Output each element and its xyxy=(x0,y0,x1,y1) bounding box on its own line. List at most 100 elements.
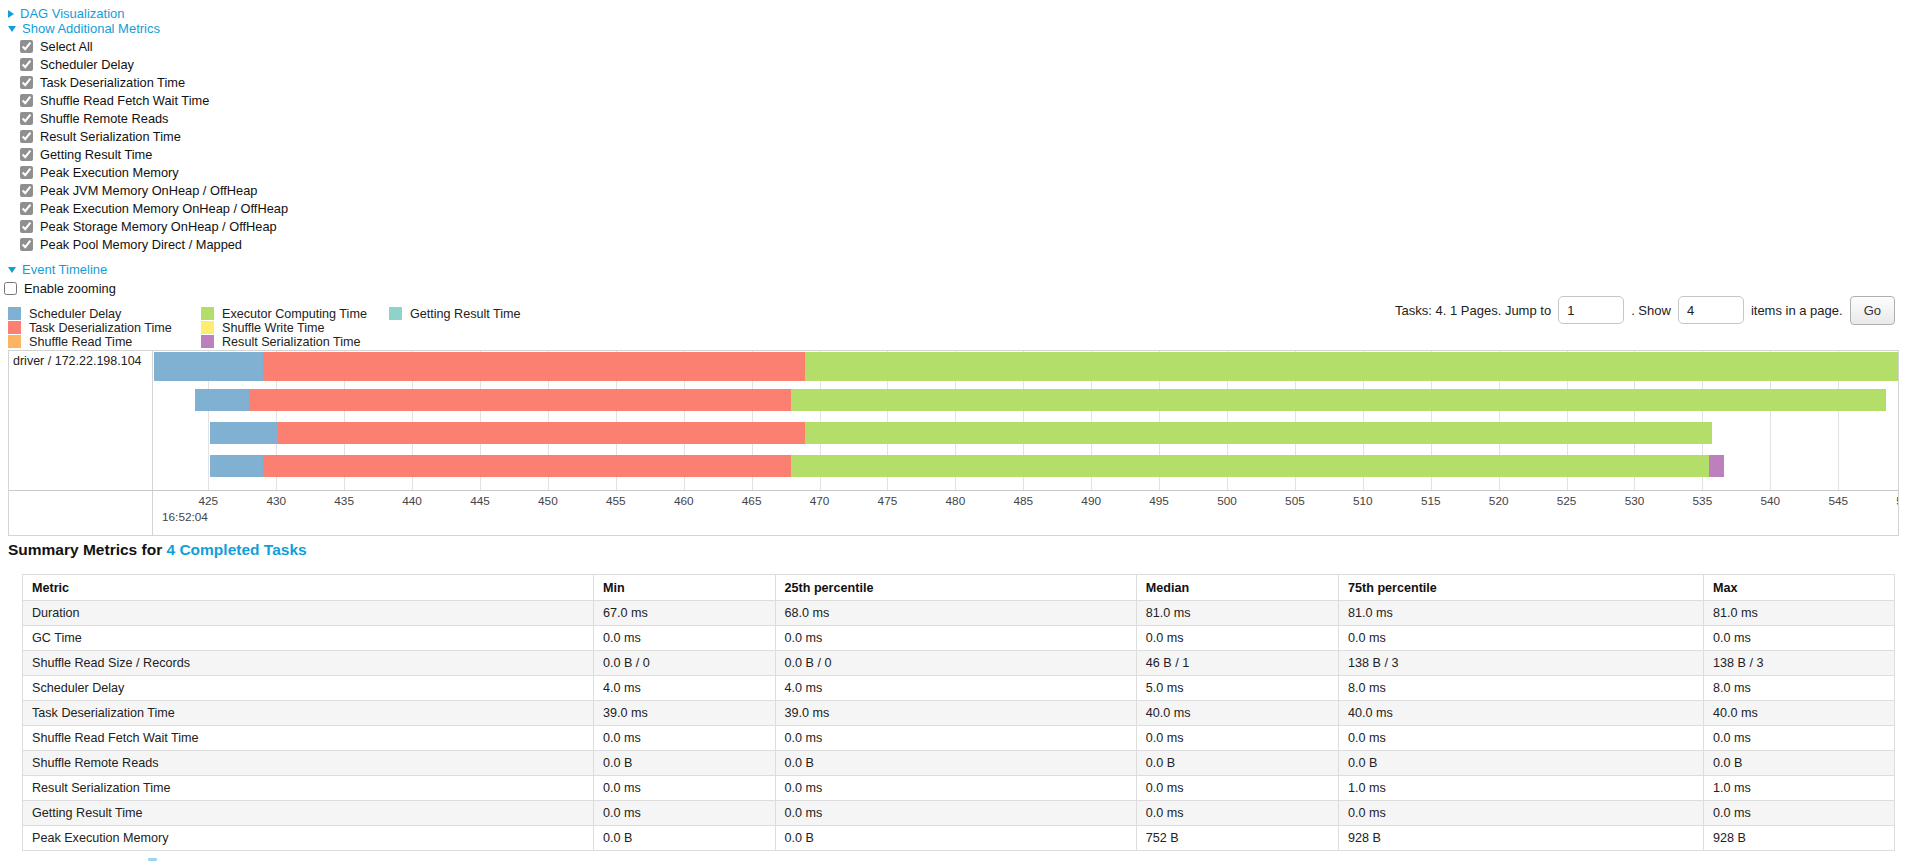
metric-value-cell: 68.0 ms xyxy=(775,601,1136,626)
metric-checkbox-row: Peak Execution Memory xyxy=(20,163,288,181)
checkbox-peak-storage-memory-onheap-offheap[interactable] xyxy=(20,220,33,233)
task-segment-executor-computing[interactable] xyxy=(805,352,1898,381)
metric-value-cell: 0.0 B xyxy=(775,826,1136,851)
task-segment-scheduler-delay[interactable] xyxy=(210,422,278,444)
checkbox-shuffle-read-fetch-wait-time[interactable] xyxy=(20,94,33,107)
timeline-tick-label: 475 xyxy=(878,494,898,508)
metric-value-cell: 4.0 ms xyxy=(775,676,1136,701)
checkbox-result-serialization-time[interactable] xyxy=(20,130,33,143)
timeline-tick-label: 510 xyxy=(1353,494,1373,508)
pagination-mid-text: . Show xyxy=(1631,303,1671,318)
checkbox-peak-execution-memory[interactable] xyxy=(20,166,33,179)
task-segment-executor-computing[interactable] xyxy=(805,422,1712,444)
task-segment-scheduler-delay[interactable] xyxy=(195,389,249,411)
timeline-tick-label: 465 xyxy=(742,494,762,508)
timeline-tick-label: 500 xyxy=(1217,494,1237,508)
task-segment-task-deserialization[interactable] xyxy=(278,422,805,444)
legend-item: Result Serialization Time xyxy=(201,335,367,349)
checkbox-label: Result Serialization Time xyxy=(40,129,181,144)
checkbox-task-deserialization-time[interactable] xyxy=(20,76,33,89)
legend-swatch-icon xyxy=(201,307,214,320)
legend-item: Scheduler Delay xyxy=(8,307,172,321)
metric-value-cell: 5.0 ms xyxy=(1136,676,1338,701)
task-segment-executor-computing[interactable] xyxy=(791,455,1709,477)
table-row: Getting Result Time0.0 ms0.0 ms0.0 ms0.0… xyxy=(23,801,1895,826)
timeline-tick-label: 530 xyxy=(1625,494,1645,508)
task-segment-scheduler-delay[interactable] xyxy=(154,352,263,381)
table-row: Task Deserialization Time39.0 ms39.0 ms4… xyxy=(23,701,1895,726)
metric-value-cell: 0.0 ms xyxy=(593,776,775,801)
metric-name-cell: Getting Result Time xyxy=(23,801,594,826)
checkbox-getting-result-time[interactable] xyxy=(20,148,33,161)
dag-visualization-toggle[interactable]: DAG Visualization xyxy=(8,6,125,21)
metric-value-cell: 752 B xyxy=(1136,826,1338,851)
metric-value-cell: 40.0 ms xyxy=(1338,701,1703,726)
table-header-cell: Max xyxy=(1704,575,1895,601)
metric-value-cell: 0.0 B xyxy=(593,751,775,776)
metric-value-cell: 0.0 ms xyxy=(1704,801,1895,826)
metric-value-cell: 138 B / 3 xyxy=(1338,651,1703,676)
event-timeline-toggle[interactable]: Event Timeline xyxy=(8,262,107,277)
timeline-tick-label: 495 xyxy=(1149,494,1169,508)
legend-item: Task Deserialization Time xyxy=(8,321,172,335)
checkbox-scheduler-delay[interactable] xyxy=(20,58,33,71)
task-segment-task-deserialization[interactable] xyxy=(263,455,791,477)
event-timeline-chart: driver / 172.22.198.104 16:52:04 4254304… xyxy=(8,350,1899,536)
enable-zooming-checkbox[interactable] xyxy=(4,282,17,295)
event-timeline-label[interactable]: Event Timeline xyxy=(22,262,107,277)
checkbox-peak-execution-memory-onheap-offheap[interactable] xyxy=(20,202,33,215)
metric-value-cell: 0.0 ms xyxy=(1338,801,1703,826)
timeline-tick-label: 460 xyxy=(674,494,694,508)
table-header-cell: Median xyxy=(1136,575,1338,601)
task-segment-scheduler-delay[interactable] xyxy=(210,455,263,477)
metric-value-cell: 0.0 B xyxy=(1136,751,1338,776)
go-button[interactable]: Go xyxy=(1850,296,1895,325)
collapsed-arrow-icon xyxy=(8,10,14,18)
task-segment-result-serialization[interactable] xyxy=(1709,455,1724,477)
checkbox-peak-pool-memory-direct-mapped[interactable] xyxy=(20,238,33,251)
checkbox-select-all[interactable] xyxy=(20,40,33,53)
legend-column: Executor Computing TimeShuffle Write Tim… xyxy=(201,307,367,348)
legend-swatch-icon xyxy=(8,321,21,334)
show-additional-metrics-label[interactable]: Show Additional Metrics xyxy=(22,21,160,36)
table-header-cell: Metric xyxy=(23,575,594,601)
pagination-prefix-text: Tasks: 4. 1 Pages. Jump to xyxy=(1395,303,1551,318)
metric-value-cell: 0.0 ms xyxy=(1338,626,1703,651)
legend-swatch-icon xyxy=(8,335,21,348)
checkbox-shuffle-remote-reads[interactable] xyxy=(20,112,33,125)
table-row: Shuffle Remote Reads0.0 B0.0 B0.0 B0.0 B… xyxy=(23,751,1895,776)
metric-value-cell: 1.0 ms xyxy=(1338,776,1703,801)
summary-title-text: Summary Metrics for xyxy=(8,541,167,558)
metric-value-cell: 928 B xyxy=(1338,826,1703,851)
checkbox-label: Select All xyxy=(40,39,93,54)
legend-label: Shuffle Write Time xyxy=(222,321,324,335)
checkbox-label: Peak Pool Memory Direct / Mapped xyxy=(40,237,242,252)
metric-checkbox-row: Result Serialization Time xyxy=(20,127,288,145)
metric-name-cell: Shuffle Read Size / Records xyxy=(23,651,594,676)
metric-value-cell: 39.0 ms xyxy=(775,701,1136,726)
page-size-input[interactable] xyxy=(1678,296,1744,324)
metric-value-cell: 0.0 ms xyxy=(775,626,1136,651)
table-row: Scheduler Delay4.0 ms4.0 ms5.0 ms8.0 ms8… xyxy=(23,676,1895,701)
table-header-row: MetricMin25th percentileMedian75th perce… xyxy=(23,575,1895,601)
metric-value-cell: 0.0 ms xyxy=(1136,726,1338,751)
metric-value-cell: 0.0 B / 0 xyxy=(775,651,1136,676)
task-segment-task-deserialization[interactable] xyxy=(263,352,805,381)
summary-metrics-title: Summary Metrics for 4 Completed Tasks xyxy=(8,541,307,559)
legend-item: Shuffle Write Time xyxy=(201,321,367,335)
timeline-tick-label: 440 xyxy=(402,494,422,508)
task-segment-task-deserialization[interactable] xyxy=(249,389,791,411)
metrics-checkbox-list: Select AllScheduler DelayTask Deserializ… xyxy=(20,37,288,253)
metric-name-cell: Peak Execution Memory xyxy=(23,826,594,851)
task-segment-executor-computing[interactable] xyxy=(791,389,1886,411)
checkbox-peak-jvm-memory-onheap-offheap[interactable] xyxy=(20,184,33,197)
metric-value-cell: 0.0 ms xyxy=(1704,626,1895,651)
metric-checkbox-row: Shuffle Read Fetch Wait Time xyxy=(20,91,288,109)
jump-to-page-input[interactable] xyxy=(1558,296,1624,324)
show-additional-metrics-toggle[interactable]: Show Additional Metrics xyxy=(8,21,160,36)
legend-item: Getting Result Time xyxy=(389,307,521,321)
timeline-tick-label: 470 xyxy=(810,494,830,508)
dag-visualization-label[interactable]: DAG Visualization xyxy=(20,6,125,21)
completed-tasks-link[interactable]: 4 Completed Tasks xyxy=(167,541,307,558)
table-row: GC Time0.0 ms0.0 ms0.0 ms0.0 ms0.0 ms xyxy=(23,626,1895,651)
